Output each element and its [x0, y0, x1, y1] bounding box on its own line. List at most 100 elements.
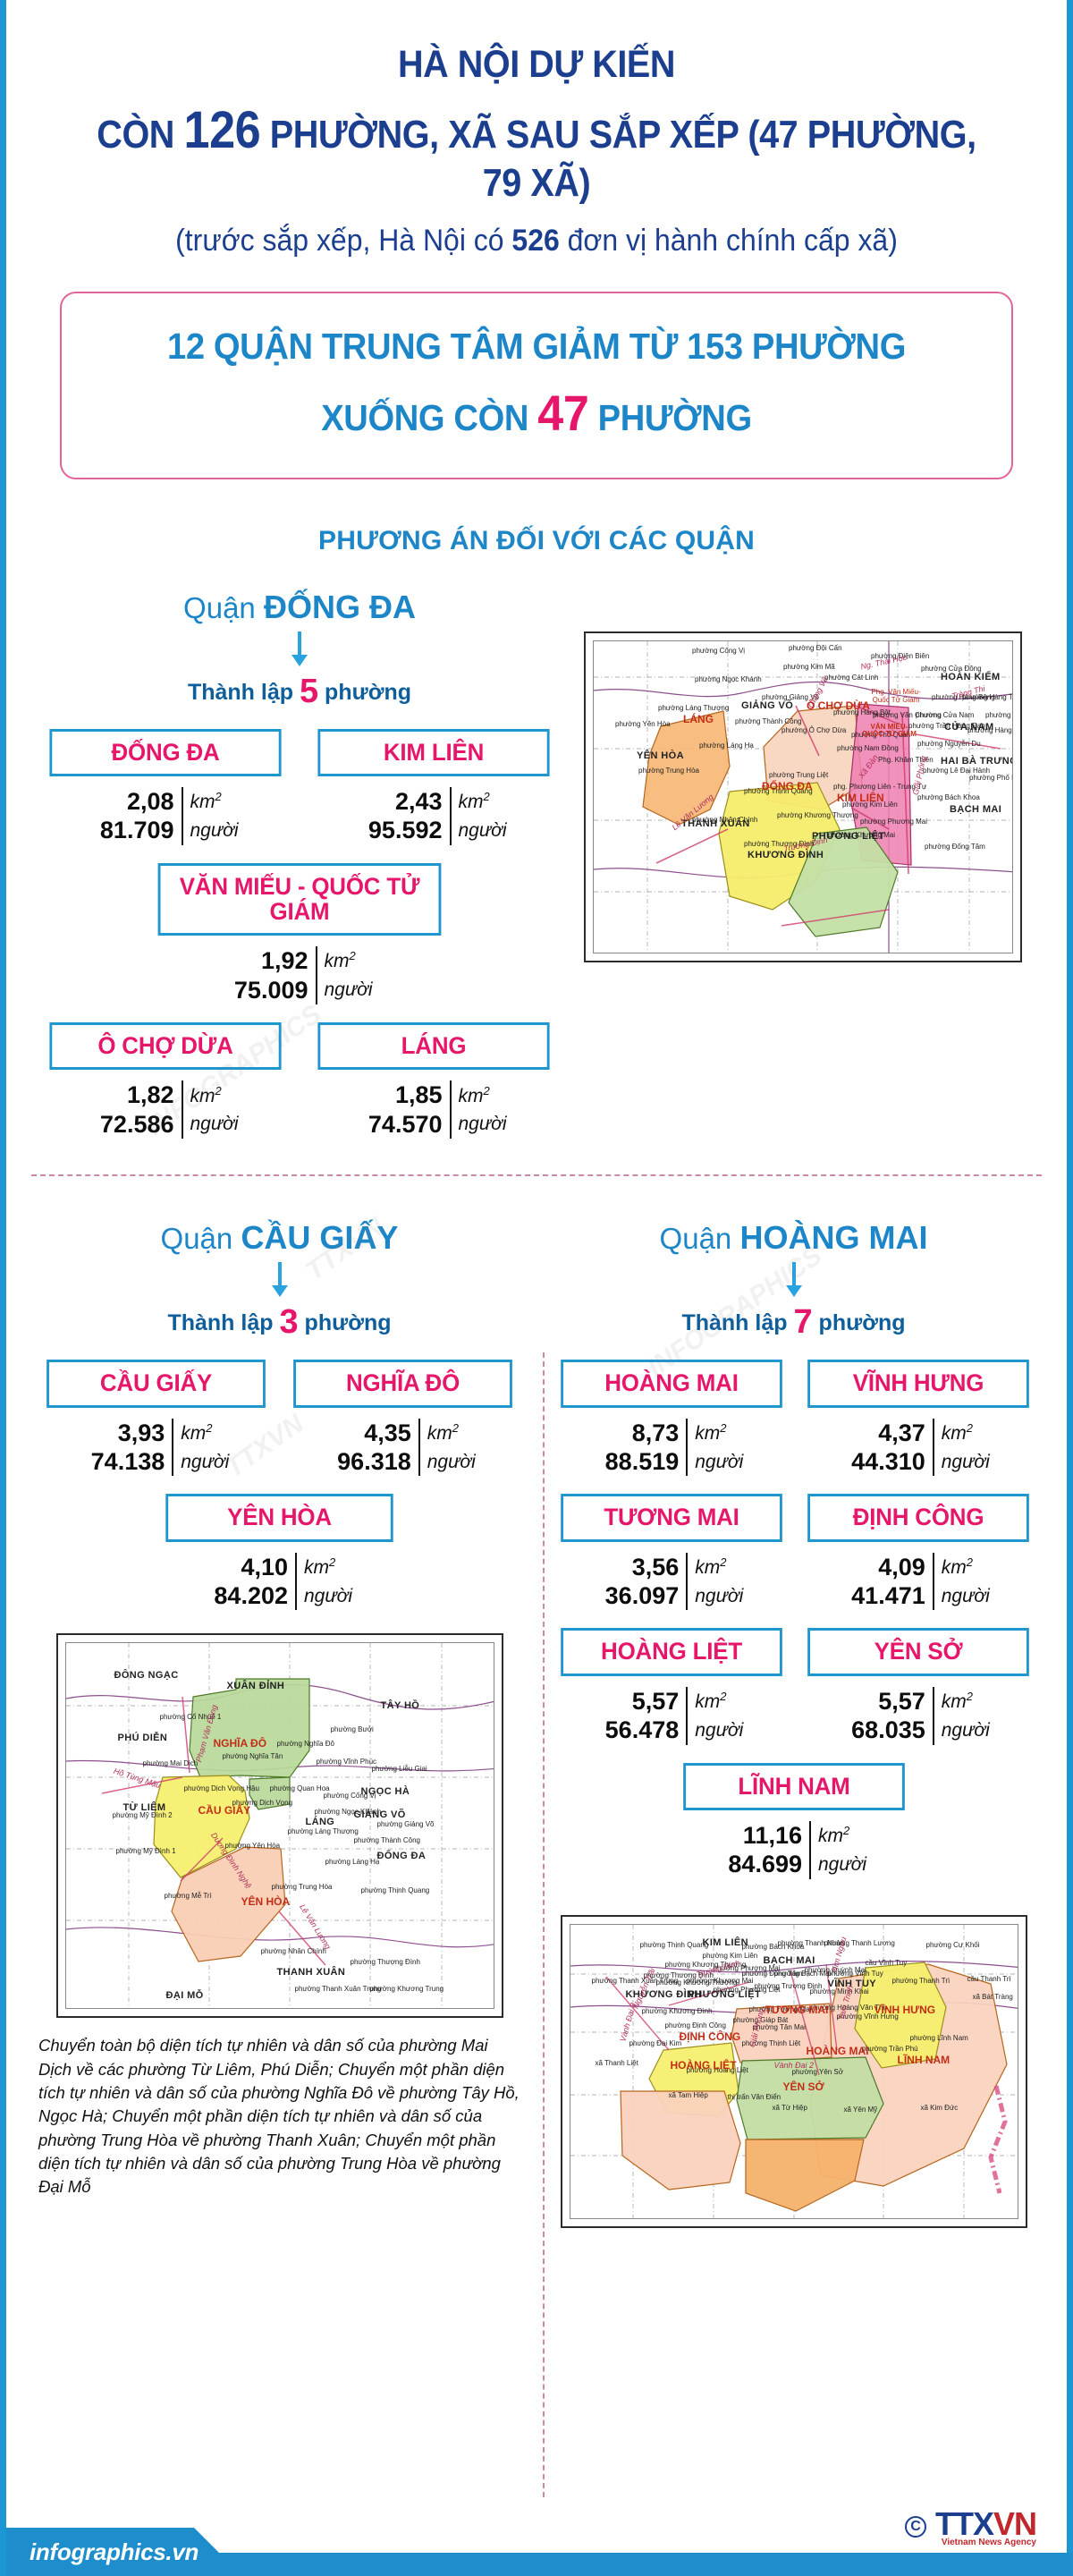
ward-card[interactable]: ĐỊNH CÔNG 4,09 km2 41.471 người [794, 1494, 1041, 1611]
section-divider [31, 1174, 1042, 1177]
map-label-district: BẠCH MAI [950, 803, 1002, 815]
map-label-ward: phường Kim Mã [783, 662, 835, 671]
map-label-ward: phường Trung Liệt [769, 770, 829, 779]
map-label-ward: phường Thịnh Liệt [741, 2038, 801, 2047]
ward-pop-row: 81.709 người [79, 816, 253, 845]
ward-card[interactable]: NGHĨA ĐÔ 4,35 km2 96.318 người [280, 1360, 527, 1477]
map-label-ward: Phg. Văn Miếu- Quốc Tử Giám [871, 687, 921, 704]
map-label-district: GIẢNG VÕ [741, 699, 794, 711]
ward-card[interactable]: TƯƠNG MAI 3,56 km2 36.097 người [547, 1494, 794, 1611]
map-label-ward: phường Liễu Giai [371, 1765, 427, 1774]
map-label-ward: phường Láng Thượng [287, 1827, 359, 1836]
map-highlight-nghia-do: NGHĨA ĐÔ [213, 1737, 267, 1750]
map-label-ward: phường Kim Liên [702, 1951, 758, 1960]
map-label-ward: phường Vĩnh Tuy [827, 1969, 883, 1978]
ward-pop-unit: người [932, 1446, 1004, 1477]
ward-area-unit: km2 [449, 786, 521, 817]
header-line-1: HÀ NỘI DỰ KIẾN [398, 43, 675, 86]
ward-area-value: 3,93 [117, 1419, 165, 1446]
map-label-ward: phường Thịnh Quang [639, 1940, 709, 1949]
map-label-ward: phường Thanh Trì [891, 1976, 950, 1985]
ward-card[interactable]: CẦU GIẤY 3,93 km2 74.138 người [33, 1360, 280, 1477]
ward-pop-value: 95.592 [368, 817, 443, 844]
ward-card[interactable]: HOÀNG MAI 8,73 km2 88.519 người [547, 1360, 794, 1477]
ward-stats: 5,57 km2 56.478 người [583, 1686, 757, 1745]
map-label-ward: phường Thành Công [735, 716, 802, 725]
ward-card[interactable]: ĐỐNG ĐA 2,08 km2 81.709 người [31, 728, 300, 845]
map-highlight-tuong-mai: TƯƠNG MAI [765, 2003, 829, 2016]
ward-name: KIM LIÊN [317, 728, 550, 776]
ward-pop-row: 84.699 người [706, 1850, 881, 1879]
map-label-ward: phường Khương Trung [369, 1985, 444, 1994]
ward-area-unit: km2 [315, 946, 387, 976]
district-name-dong-da: Quận ĐỐNG ĐA [31, 589, 568, 626]
map-highlight-yen-hoa: YÊN HÒA [241, 1895, 291, 1909]
ward-pop-unit: người [315, 975, 387, 1005]
map-label-ward: phường Đồng Tâm [741, 1969, 803, 1978]
map-label-ward: phường Hoàng Văn Thụ [809, 2003, 888, 2012]
map-label-ward: phường Thanh Nhàn [777, 1938, 845, 1947]
ward-card[interactable]: YÊN SỞ 5,57 km2 68.035 người [794, 1628, 1041, 1745]
map-label-ward: phường Giáp Bát [732, 2015, 789, 2024]
map-label-ward: phường Cống Vị [692, 646, 746, 655]
founded-number: 3 [279, 1303, 299, 1342]
district-block-hoang-mai: Quận HOÀNG MAI Thành lập 7 phường HOÀNG … [536, 1192, 1051, 2228]
ward-name: CẦU GIẤY [46, 1360, 266, 1408]
ward-area-row: 1,85 km2 [347, 1080, 521, 1110]
ward-card[interactable]: LÁNG 1,85 km2 74.570 người [300, 1022, 568, 1140]
map-label-ward: phường Tân Mai [752, 2022, 806, 2031]
ward-pop-row: 95.592 người [347, 816, 521, 845]
header-total-units: 126 [183, 101, 261, 160]
ward-pop-unit: người [295, 1581, 367, 1611]
ward-pop-row: 75.009 người [213, 975, 387, 1005]
founded-prefix: Thành lập [681, 1310, 794, 1336]
ward-area-row: 1,82 km2 [79, 1080, 253, 1110]
map-label-ward: phường Lê Đại Hành [923, 766, 991, 775]
ward-pop-value: 74.138 [90, 1447, 165, 1475]
header-line-2-suffix: PHƯỜNG, XÃ SAU SẮP XẾP (47 PHƯỜNG, 79 XÃ… [260, 113, 976, 206]
map-label-district: THANH XUÂN [681, 818, 750, 829]
ward-pop-unit: người [418, 1446, 490, 1477]
ward-card[interactable]: YÊN HÒA 4,10 km2 84.202 người [33, 1494, 526, 1611]
map-label-ward: phường Yên Sở [791, 2067, 844, 2076]
header-previous-units: 526 [511, 223, 560, 258]
founded-number: 7 [793, 1303, 813, 1342]
map-label-ward: phường Bách Khoa [917, 792, 980, 801]
ward-grid-dong-da: ĐỐNG ĐA 2,08 km2 81.709 người KIM LIÊN 2,4… [31, 711, 568, 1140]
ward-card[interactable]: HOÀNG LIỆT 5,57 km2 56.478 người [547, 1628, 794, 1745]
header-line-3: (trước sắp xếp, Hà Nội có 526 đơn vị hàn… [72, 223, 1001, 259]
ward-card[interactable]: KIM LIÊN 2,43 km2 95.592 người [300, 728, 568, 845]
map-label-ward: phường Thượng Đình [744, 839, 815, 848]
ward-area-value: 5,57 [631, 1687, 680, 1715]
ward-card[interactable]: VĂN MIẾU - QUỐC TỬ GIÁM 1,92 km2 75.009 ng… [31, 862, 568, 1005]
founded-prefix: Thành lập [187, 679, 300, 705]
map-label-district: VĨNH TUY [827, 1978, 877, 1989]
ward-area-unit: km2 [686, 1552, 757, 1582]
map-label-ward: phường Phương Liệt [713, 1985, 781, 1994]
ward-card[interactable]: LĨNH NAM 11,16 km2 84.699 người [547, 1762, 1040, 1879]
ward-card[interactable]: Ô CHỢ DỪA 1,82 km2 72.586 người [31, 1022, 300, 1140]
ward-area-value: 4,09 [878, 1553, 925, 1580]
footer-brand-tab[interactable]: infographics.vn [6, 2528, 230, 2576]
ttxvn-subtitle: Vietnam News Agency [941, 2538, 1036, 2547]
ward-pop-row: 41.471 người [830, 1581, 1004, 1611]
ward-pop-unit: người [686, 1581, 757, 1611]
highlight-line-1: 12 QUẬN TRUNG TÂM GIẢM TỪ 153 PHƯỜNG [166, 325, 907, 367]
map-highlight-van-mieu: VĂN MIẾU- QUỐC TỬ GIÁM [862, 722, 917, 739]
ward-stats: 3,56 km2 36.097 người [583, 1552, 757, 1611]
map-label-ward: phường Minh Khai [809, 1987, 869, 1996]
ward-area-unit: km2 [686, 1418, 757, 1447]
map-label-ward: phường Thanh Xuân Trung [294, 1985, 382, 1994]
ward-card[interactable]: VĨNH HƯNG 4,37 km2 44.310 người [794, 1360, 1041, 1477]
map-highlight-linh-nam: LĨNH NAM [897, 2053, 950, 2066]
ward-pop-unit: người [686, 1716, 757, 1745]
ward-name: VĂN MIẾU - QUỐC TỬ GIÁM [157, 862, 442, 936]
ward-pop-row: 36.097 người [583, 1581, 757, 1611]
map-label-ward: phường Dịch Vọng Hậu [183, 1784, 259, 1793]
ward-pop-unit: người [449, 816, 521, 845]
ward-pop-unit: người [172, 1446, 243, 1477]
map-label-ward: phường Phương Mai [860, 817, 928, 826]
map-label-ward: phường Đội Cấn [789, 643, 842, 652]
map-label-ward: xã Từ Hiệp [772, 2103, 807, 2112]
